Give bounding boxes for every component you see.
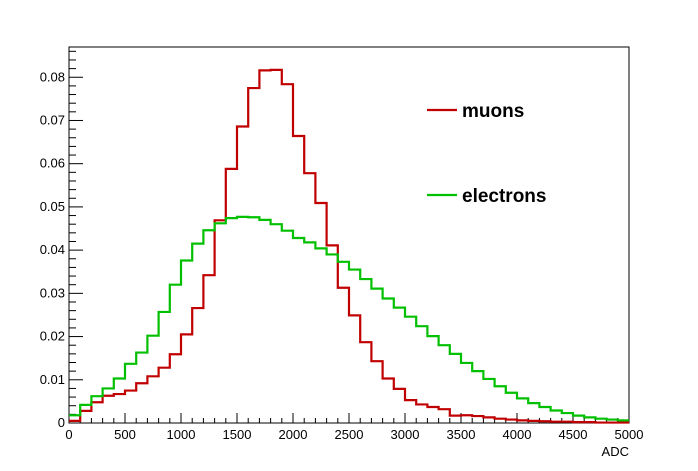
x-tick-label: 2500 <box>335 427 364 442</box>
x-axis-title: ADC <box>602 444 629 459</box>
x-tick-label: 0 <box>65 427 72 442</box>
plot-frame <box>68 46 630 424</box>
y-axis: 0 0.01 0.02 0.03 0.04 0.05 0.06 0.07 0.08 <box>40 50 83 430</box>
y-tick-label: 0.01 <box>40 372 65 387</box>
legend-label-electrons: electrons <box>462 186 546 207</box>
y-tick-label: 0.08 <box>40 69 65 84</box>
y-tick-label: 0.07 <box>40 112 65 127</box>
y-tick-label: 0.06 <box>40 156 65 171</box>
x-tick-label: 4500 <box>559 427 588 442</box>
x-tick-label: 2000 <box>279 427 308 442</box>
series-line-electrons <box>69 215 629 422</box>
legend: muons electrons <box>427 101 546 207</box>
x-tick-label: 1500 <box>223 427 252 442</box>
x-tick-label: 3500 <box>447 427 476 442</box>
x-tick-label: 4000 <box>503 427 532 442</box>
series-line-muons <box>69 68 629 424</box>
y-tick-label: 0.02 <box>40 329 65 344</box>
x-tick-label: 5000 <box>615 427 644 442</box>
x-tick-label: 1000 <box>167 427 196 442</box>
y-tick-label: 0.04 <box>40 242 65 257</box>
legend-label-muons: muons <box>462 101 524 122</box>
x-tick-label: 500 <box>114 427 136 442</box>
x-tick-label: 3000 <box>391 427 420 442</box>
series-group <box>69 68 629 424</box>
y-tick-label: 0.03 <box>40 285 65 300</box>
y-tick-label: 0 <box>58 415 65 430</box>
x-axis: 0 500 1000 1500 2000 2500 3000 3500 4000 4500 5000 <box>65 413 643 442</box>
y-tick-label: 0.05 <box>40 199 65 214</box>
axes <box>68 46 630 424</box>
